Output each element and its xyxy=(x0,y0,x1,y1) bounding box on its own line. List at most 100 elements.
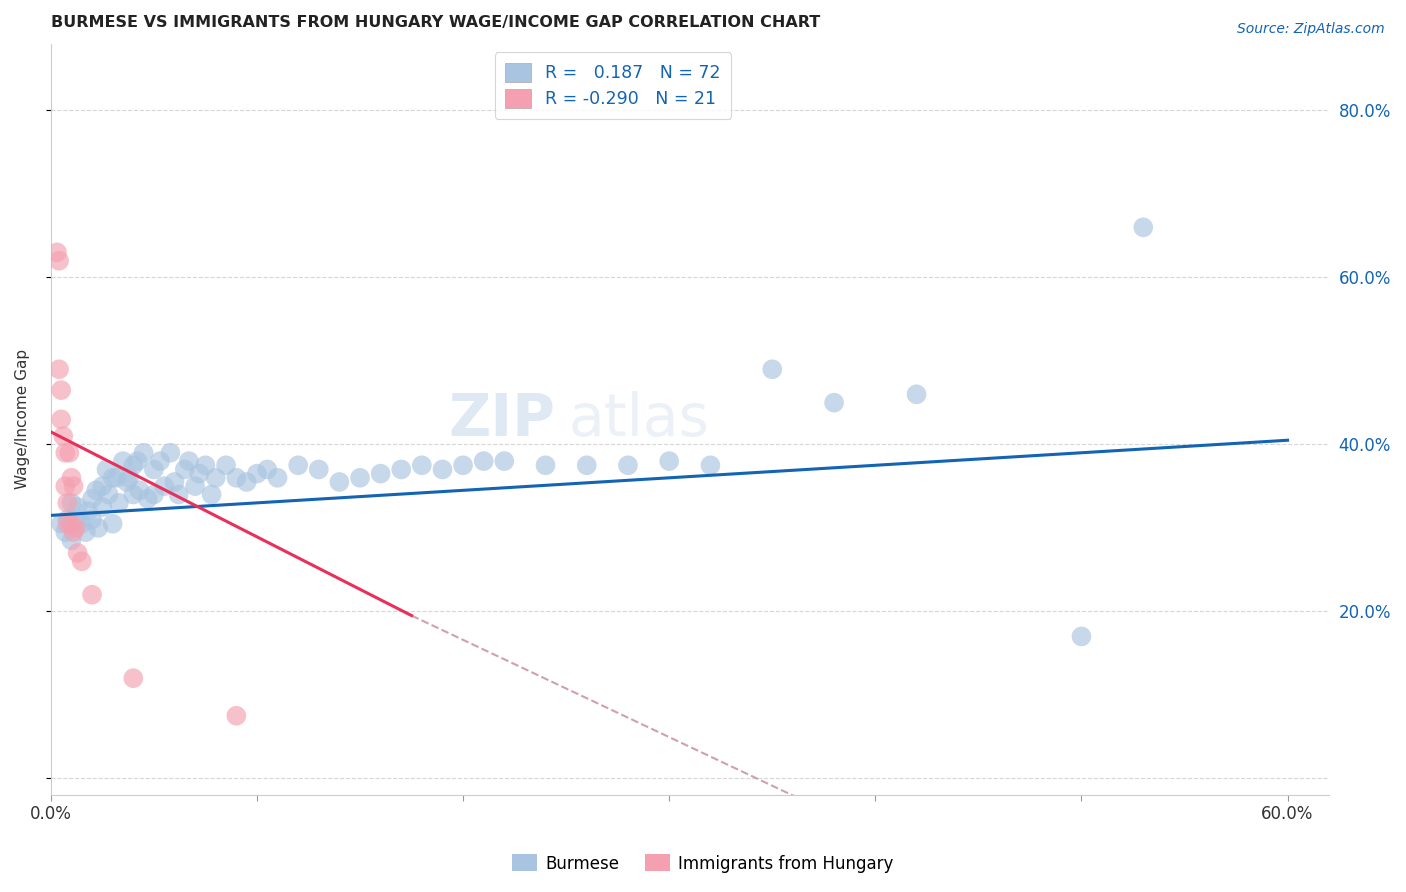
Point xyxy=(188,467,211,481)
Point xyxy=(65,521,87,535)
Point xyxy=(204,471,226,485)
Point xyxy=(905,387,928,401)
Point xyxy=(48,253,70,268)
Point xyxy=(128,483,150,498)
Point xyxy=(1132,220,1154,235)
Legend: Burmese, Immigrants from Hungary: Burmese, Immigrants from Hungary xyxy=(506,847,900,880)
Point xyxy=(201,487,224,501)
Point xyxy=(70,554,93,568)
Point xyxy=(225,471,247,485)
Point xyxy=(56,512,79,526)
Point xyxy=(823,395,845,409)
Point xyxy=(349,471,371,485)
Point xyxy=(108,496,131,510)
Point xyxy=(432,462,454,476)
Point xyxy=(56,496,79,510)
Legend: R =   0.187   N = 72, R = -0.290   N = 21: R = 0.187 N = 72, R = -0.290 N = 21 xyxy=(495,53,731,119)
Point xyxy=(308,462,330,476)
Point xyxy=(127,454,149,468)
Point xyxy=(225,708,247,723)
Point xyxy=(49,516,72,531)
Point xyxy=(246,467,269,481)
Point xyxy=(53,524,76,539)
Point xyxy=(451,458,474,473)
Point xyxy=(77,504,100,518)
Point xyxy=(215,458,238,473)
Point xyxy=(53,479,76,493)
Point xyxy=(62,524,84,539)
Point xyxy=(60,516,83,531)
Point xyxy=(699,458,721,473)
Point xyxy=(122,487,145,501)
Point xyxy=(1070,629,1092,643)
Point xyxy=(575,458,598,473)
Point xyxy=(136,491,159,506)
Point xyxy=(80,512,103,526)
Point xyxy=(163,475,186,489)
Point xyxy=(65,512,87,526)
Point xyxy=(80,588,103,602)
Point xyxy=(115,475,138,489)
Point xyxy=(105,471,128,485)
Point xyxy=(49,412,72,426)
Point xyxy=(194,458,217,473)
Point xyxy=(328,475,350,489)
Point xyxy=(66,546,89,560)
Point xyxy=(49,383,72,397)
Point xyxy=(153,479,176,493)
Text: BURMESE VS IMMIGRANTS FROM HUNGARY WAGE/INCOME GAP CORRELATION CHART: BURMESE VS IMMIGRANTS FROM HUNGARY WAGE/… xyxy=(51,15,820,30)
Point xyxy=(173,462,195,476)
Point xyxy=(111,454,134,468)
Point xyxy=(60,496,83,510)
Point xyxy=(658,454,681,468)
Point xyxy=(70,516,93,531)
Y-axis label: Wage/Income Gap: Wage/Income Gap xyxy=(15,350,30,490)
Point xyxy=(534,458,557,473)
Point xyxy=(58,446,80,460)
Point xyxy=(266,471,288,485)
Point xyxy=(80,491,103,506)
Point xyxy=(91,500,114,514)
Point xyxy=(472,454,495,468)
Point xyxy=(56,516,79,531)
Point xyxy=(177,454,200,468)
Point xyxy=(87,521,110,535)
Point xyxy=(142,462,165,476)
Point xyxy=(287,458,309,473)
Point xyxy=(389,462,412,476)
Point xyxy=(52,429,75,443)
Point xyxy=(122,671,145,685)
Text: atlas: atlas xyxy=(568,391,710,448)
Point xyxy=(142,487,165,501)
Point xyxy=(159,446,181,460)
Point xyxy=(60,471,83,485)
Point xyxy=(101,471,124,485)
Point xyxy=(370,467,392,481)
Point xyxy=(184,479,207,493)
Point xyxy=(256,462,278,476)
Point xyxy=(91,479,114,493)
Point xyxy=(617,458,640,473)
Point xyxy=(97,487,120,501)
Point xyxy=(122,458,145,473)
Point xyxy=(66,500,89,514)
Text: Source: ZipAtlas.com: Source: ZipAtlas.com xyxy=(1237,22,1385,37)
Point xyxy=(118,471,141,485)
Point xyxy=(96,462,118,476)
Point xyxy=(411,458,433,473)
Point xyxy=(101,516,124,531)
Point xyxy=(761,362,783,376)
Point xyxy=(84,483,107,498)
Point xyxy=(132,446,155,460)
Point xyxy=(167,487,190,501)
Point xyxy=(46,245,69,260)
Point xyxy=(53,446,76,460)
Point xyxy=(75,524,97,539)
Point xyxy=(60,533,83,548)
Point xyxy=(235,475,257,489)
Text: ZIP: ZIP xyxy=(449,391,555,448)
Point xyxy=(62,479,84,493)
Point xyxy=(149,454,172,468)
Point xyxy=(48,362,70,376)
Point xyxy=(494,454,516,468)
